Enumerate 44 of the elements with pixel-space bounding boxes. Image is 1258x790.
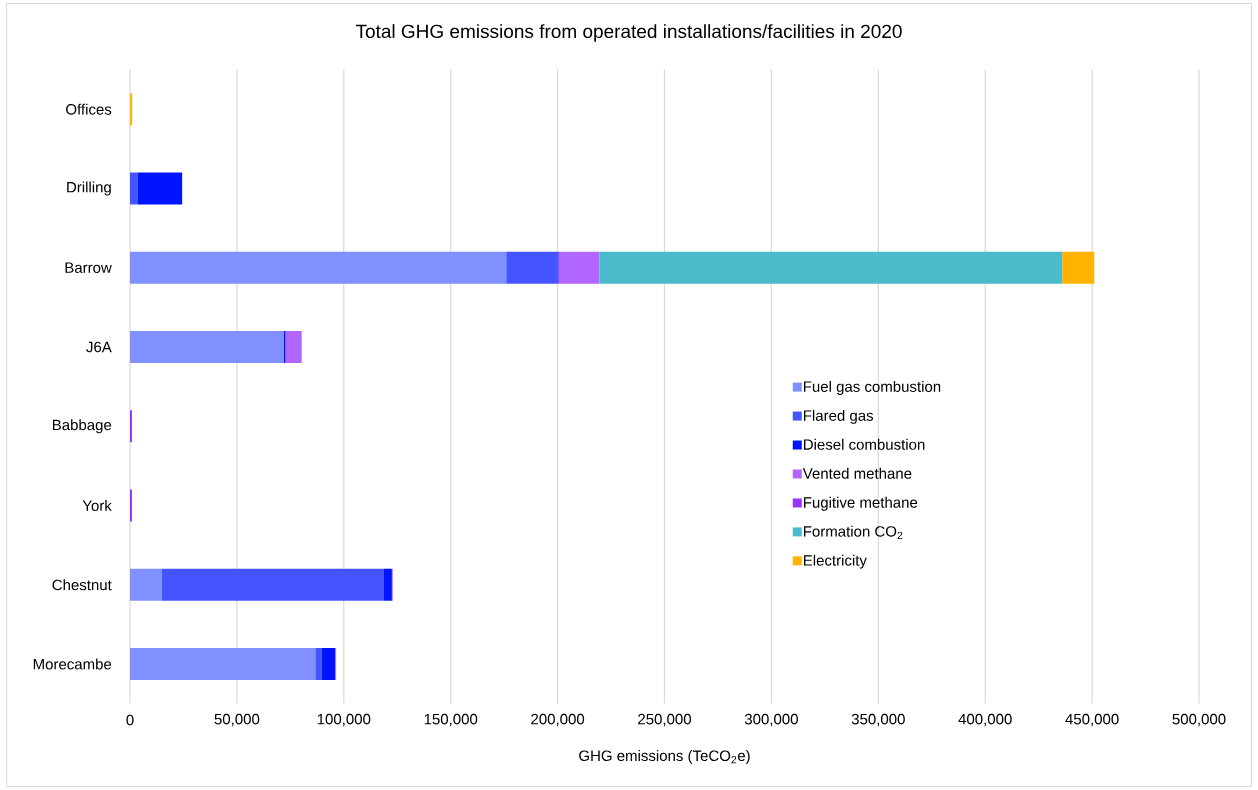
y-tick-label: Barrow [65,262,112,273]
bar [137,172,183,205]
x-tick-label: 450,000 [1065,713,1119,727]
bar [321,647,336,680]
x-tick-label: 200,000 [531,713,585,727]
y-tick-label: Offices [66,103,112,115]
bar [558,251,600,284]
bar [161,568,384,601]
y-tick-label: Drilling [67,181,111,196]
bar [315,647,322,680]
x-tick-label: 50,000 [214,713,260,727]
bar [130,251,507,284]
legend-label: Flared gas [804,409,874,424]
x-tick-label: 150,000 [424,713,478,727]
x-tick-label: 350,000 [851,713,905,727]
x-tick-label: 300,000 [744,713,798,727]
chart-title: Total GHG emissions from operated installations/facilities in 2020 [355,24,902,42]
legend-label: Electricity [804,554,867,569]
bar [130,568,162,601]
y-tick-label: York [82,499,112,511]
bar [130,93,133,126]
legend-label: Vented methane [802,467,912,479]
bar [130,647,316,680]
bar [599,251,1063,284]
legend-label: Diesel combustion [804,438,925,450]
x-tick-label: 250,000 [638,713,692,727]
y-tick-label: Chestnut [52,579,112,591]
bar [130,172,138,205]
x-tick-label: 500,000 [1172,713,1226,727]
bar [130,330,284,363]
x-axis-title: GHG emissions (TeCO$_{2}$e) [579,750,750,764]
bar [384,568,392,601]
bar [285,330,302,363]
y-tick-label: Babbage [52,419,112,434]
y-tick-label: Morecambe [33,658,112,670]
bar [1062,251,1095,284]
x-tick-label: 400,000 [958,713,1012,727]
legend-label: Fugitive methane [804,496,918,511]
legend-label: Formation CO$_{2}$ [804,525,903,539]
bar [506,251,558,284]
x-tick-label: 0 [126,714,134,726]
y-tick-label: J6A [86,341,112,353]
legend-label: Fuel gas combustion [804,380,941,395]
x-tick-label: 100,000 [317,713,371,727]
